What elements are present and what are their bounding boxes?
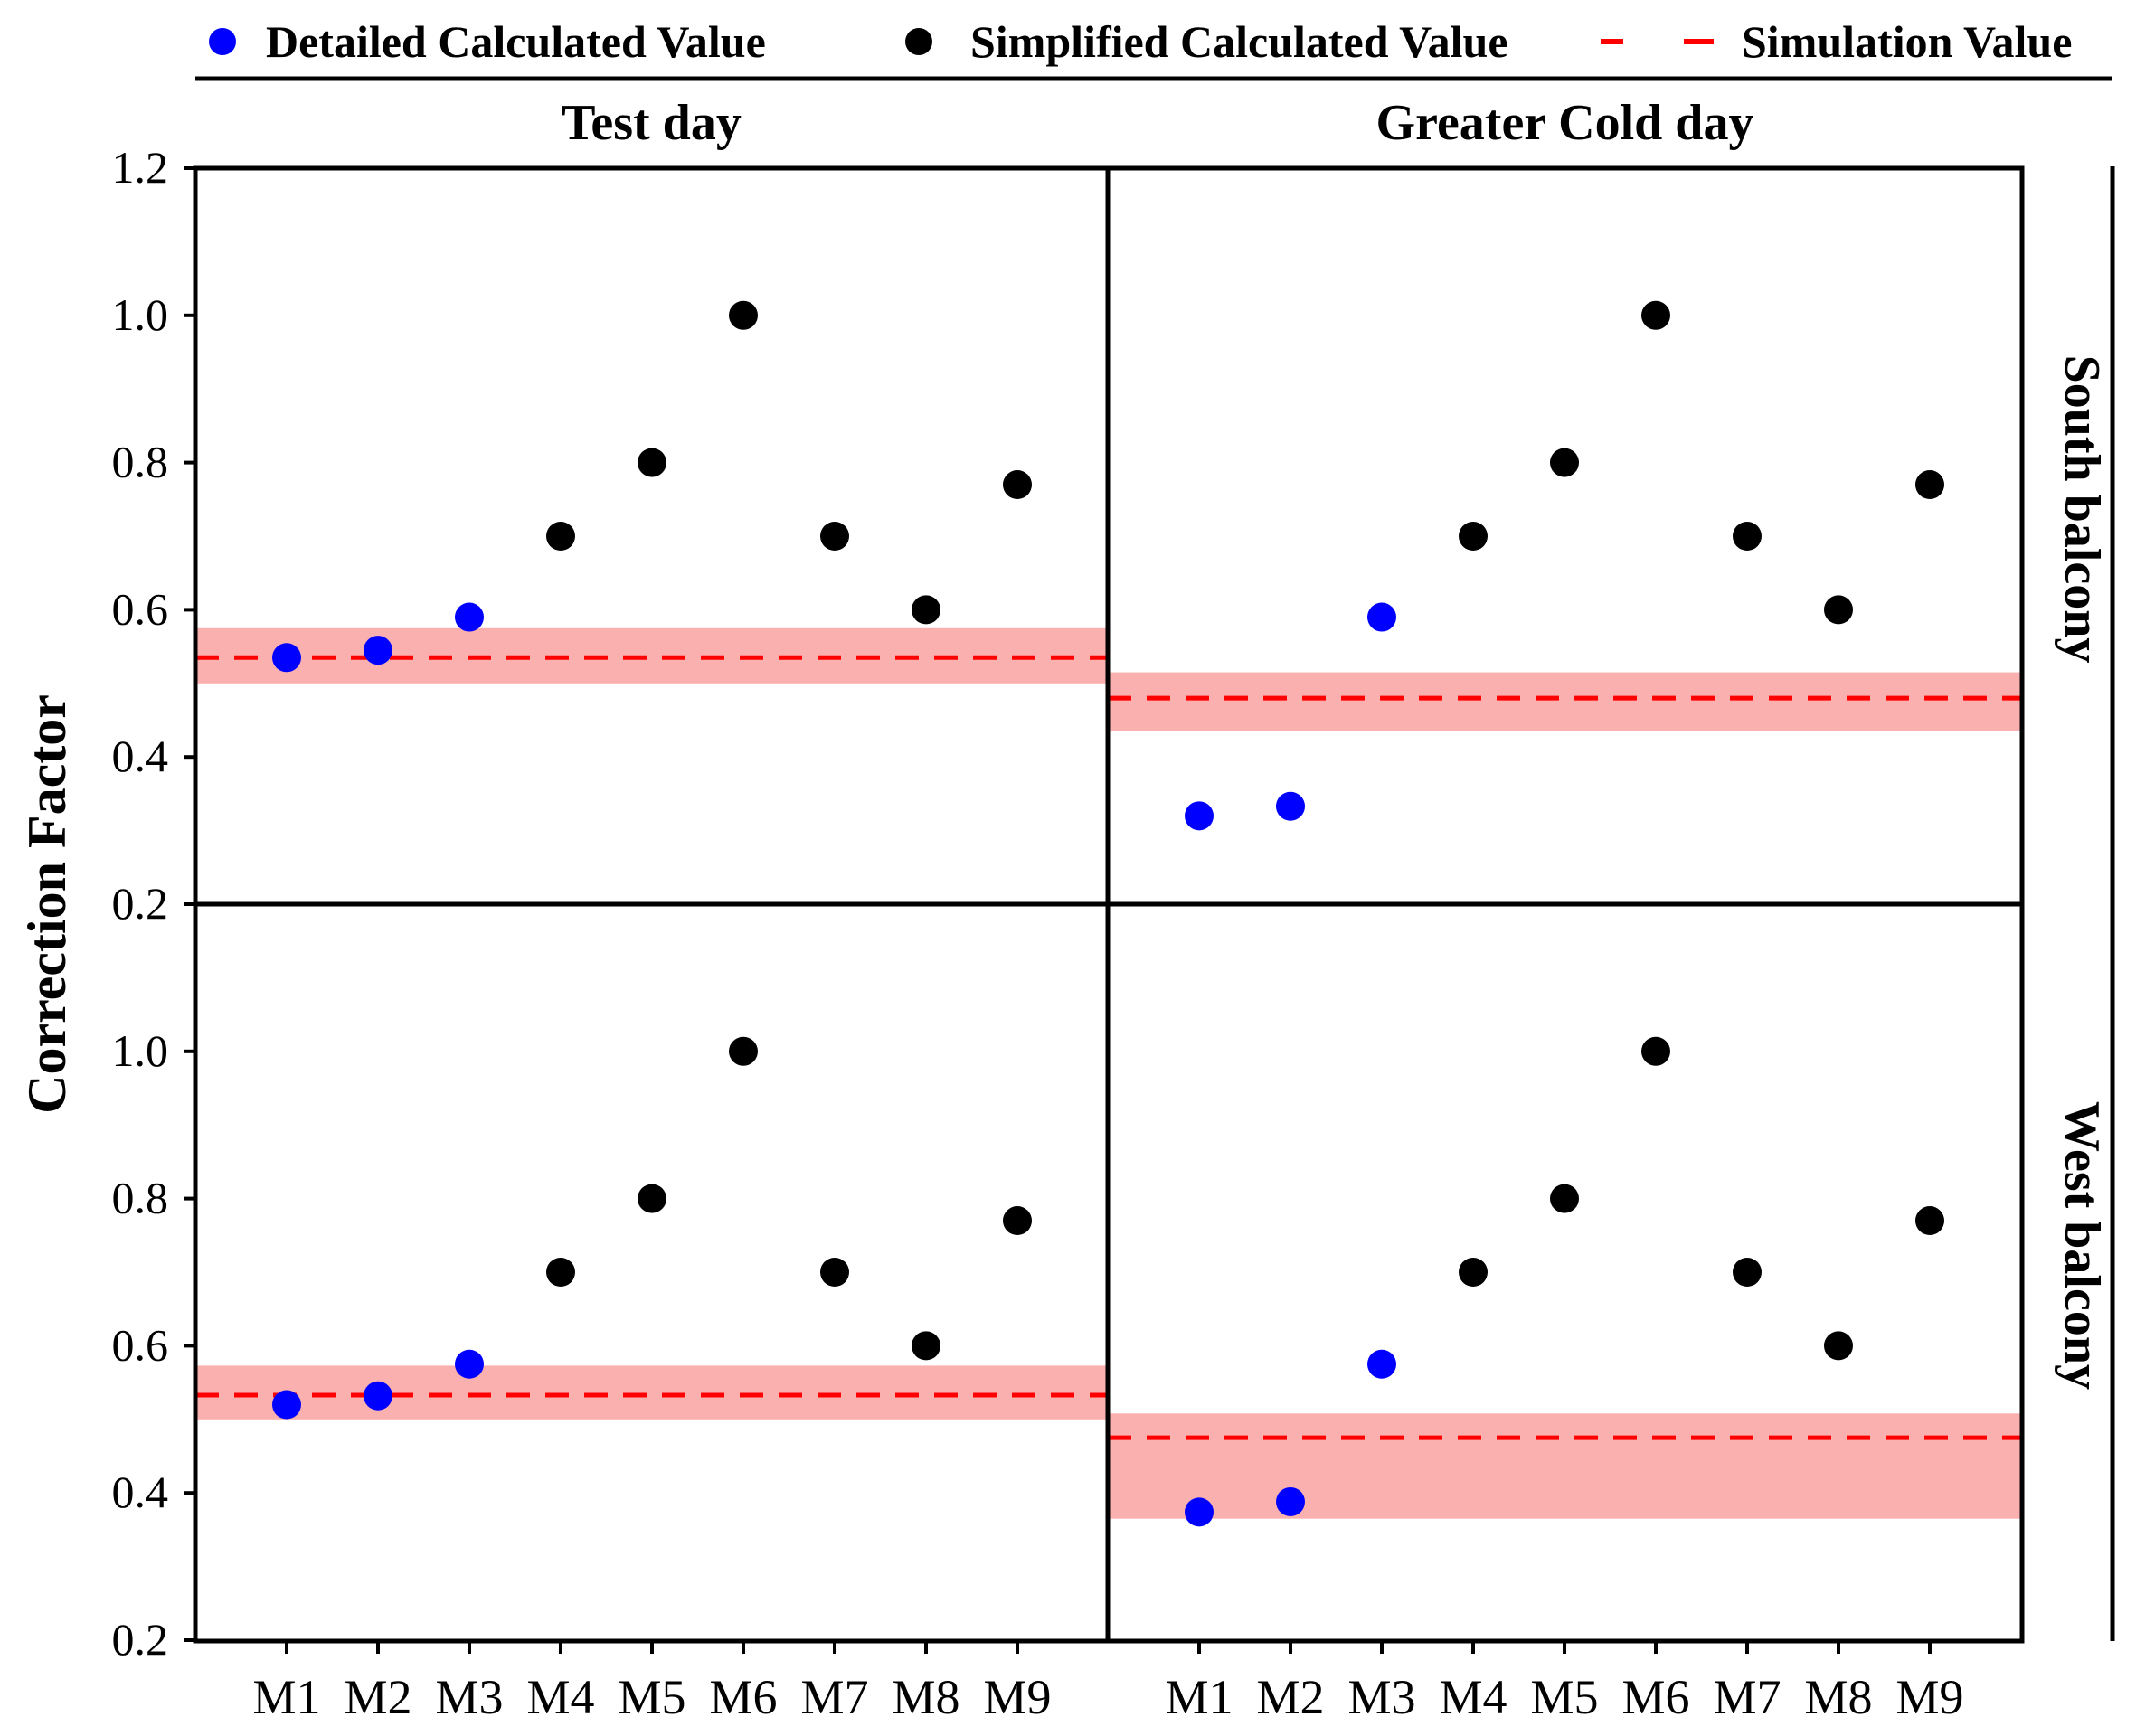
legend-label-detailed: Detailed Calculated Value <box>266 16 766 67</box>
x-tick-label: M9 <box>1895 1670 1963 1724</box>
simplified-point-test-south-m7 <box>820 522 849 551</box>
detailed-point-test-west-m1 <box>272 1390 301 1420</box>
y-tick-label: 0.4 <box>112 731 169 781</box>
detailed-point-cold-south-m2 <box>1276 791 1305 821</box>
legend-marker-simplified <box>905 28 932 55</box>
detailed-point-test-south-m2 <box>364 636 392 665</box>
x-tick-label: M7 <box>1713 1670 1781 1724</box>
simulation-lines <box>195 655 2022 1440</box>
detailed-point-cold-west-m3 <box>1367 1349 1396 1379</box>
axes: 1.2 1.0 0.8 0.6 0.4 0.2 1.0 0.8 0.6 0.4 0.2 M1 M2 M3 M… <box>112 142 1964 1724</box>
y-tick-label: 0.2 <box>112 1614 169 1665</box>
x-tick-label: M6 <box>709 1670 777 1724</box>
x-tick-label: M1 <box>1165 1670 1233 1724</box>
simplified-point-test-west-m9 <box>1003 1206 1032 1236</box>
y-tick-label: 0.6 <box>112 583 169 634</box>
detailed-point-cold-south-m1 <box>1185 801 1214 831</box>
simplified-point-test-west-m7 <box>820 1258 849 1287</box>
y-tick-label: 0.6 <box>112 1319 169 1370</box>
column-title: Test day <box>562 95 742 151</box>
y-tick-label: 1.2 <box>112 142 169 193</box>
x-tick-label: M3 <box>435 1670 503 1724</box>
row-title: West balcony <box>2054 1101 2110 1390</box>
simplified-point-cold-west-m9 <box>1915 1206 1944 1236</box>
simplified-point-cold-south-m5 <box>1550 448 1579 477</box>
y-tick-label: 1.0 <box>112 289 169 340</box>
simplified-point-test-south-m9 <box>1003 470 1032 500</box>
x-tick-label: M5 <box>618 1670 685 1724</box>
x-tick-label: M3 <box>1347 1670 1415 1724</box>
simulation-band-cold-west <box>1108 1413 2022 1519</box>
simplified-point-cold-south-m4 <box>1459 522 1488 551</box>
detailed-point-test-west-m2 <box>364 1381 392 1410</box>
detailed-point-cold-west-m1 <box>1185 1497 1214 1527</box>
x-tick-label: M8 <box>892 1670 959 1724</box>
simplified-point-cold-south-m8 <box>1824 595 1853 625</box>
row-title: South balcony <box>2054 355 2110 664</box>
legend-marker-detailed <box>209 28 236 55</box>
y-tick-label: 0.4 <box>112 1467 169 1517</box>
simplified-point-cold-south-m9 <box>1915 470 1944 500</box>
simplified-point-test-south-m6 <box>729 300 758 330</box>
simplified-point-cold-west-m5 <box>1550 1184 1579 1213</box>
x-tick-label: M2 <box>344 1670 411 1724</box>
simplified-point-cold-west-m8 <box>1824 1331 1853 1361</box>
y-tick-label: 1.0 <box>112 1025 169 1076</box>
x-tick-label: M7 <box>800 1670 868 1724</box>
y-tick-label: 0.2 <box>112 878 169 929</box>
detailed-point-test-south-m1 <box>272 643 301 673</box>
simplified-point-test-west-m6 <box>729 1036 758 1066</box>
simplified-point-test-south-m5 <box>638 448 666 477</box>
x-tick-label: M2 <box>1256 1670 1324 1724</box>
x-tick-label: M4 <box>1439 1670 1507 1724</box>
legend-label-simulation: Simulation Value <box>1742 16 2072 67</box>
simulation-band-cold-south <box>1108 672 2022 731</box>
simplified-point-cold-west-m4 <box>1459 1258 1488 1287</box>
y-tick-label: 0.8 <box>112 437 169 487</box>
simplified-point-test-west-m5 <box>638 1184 666 1213</box>
simplified-point-cold-west-m6 <box>1641 1036 1670 1066</box>
titles: Correction Factor Test day Greater Cold da… <box>17 95 2115 1641</box>
detailed-point-cold-south-m3 <box>1367 602 1396 632</box>
simplified-point-test-west-m4 <box>546 1258 575 1287</box>
x-tick-label: M4 <box>526 1670 594 1724</box>
legend-label-simplified: Simplified Calculated Value <box>970 16 1508 67</box>
x-tick-label: M6 <box>1621 1670 1689 1724</box>
simplified-point-cold-west-m7 <box>1733 1258 1762 1287</box>
legend: Detailed Calculated Value Simplified Calc… <box>195 16 2112 81</box>
simplified-point-test-south-m4 <box>546 522 575 551</box>
simplified-point-cold-south-m7 <box>1733 522 1762 551</box>
detailed-point-test-south-m3 <box>455 602 484 632</box>
data-points <box>272 300 1944 1527</box>
simplified-point-test-west-m8 <box>912 1331 940 1361</box>
simplified-point-cold-south-m6 <box>1641 300 1670 330</box>
x-tick-label: M8 <box>1804 1670 1872 1724</box>
simulation-bands <box>195 627 2022 1519</box>
y-tick-label: 0.8 <box>112 1173 169 1223</box>
detailed-point-test-west-m3 <box>455 1349 484 1379</box>
x-tick-label: M9 <box>983 1670 1051 1724</box>
x-tick-label: M1 <box>252 1670 320 1724</box>
column-title: Greater Cold day <box>1376 95 1754 151</box>
x-tick-label: M5 <box>1530 1670 1598 1724</box>
simulation-band-test-west <box>195 1365 1108 1420</box>
detailed-point-cold-west-m2 <box>1276 1486 1305 1516</box>
y-axis-label: Correction Factor <box>17 694 77 1114</box>
simplified-point-test-south-m8 <box>912 595 940 625</box>
